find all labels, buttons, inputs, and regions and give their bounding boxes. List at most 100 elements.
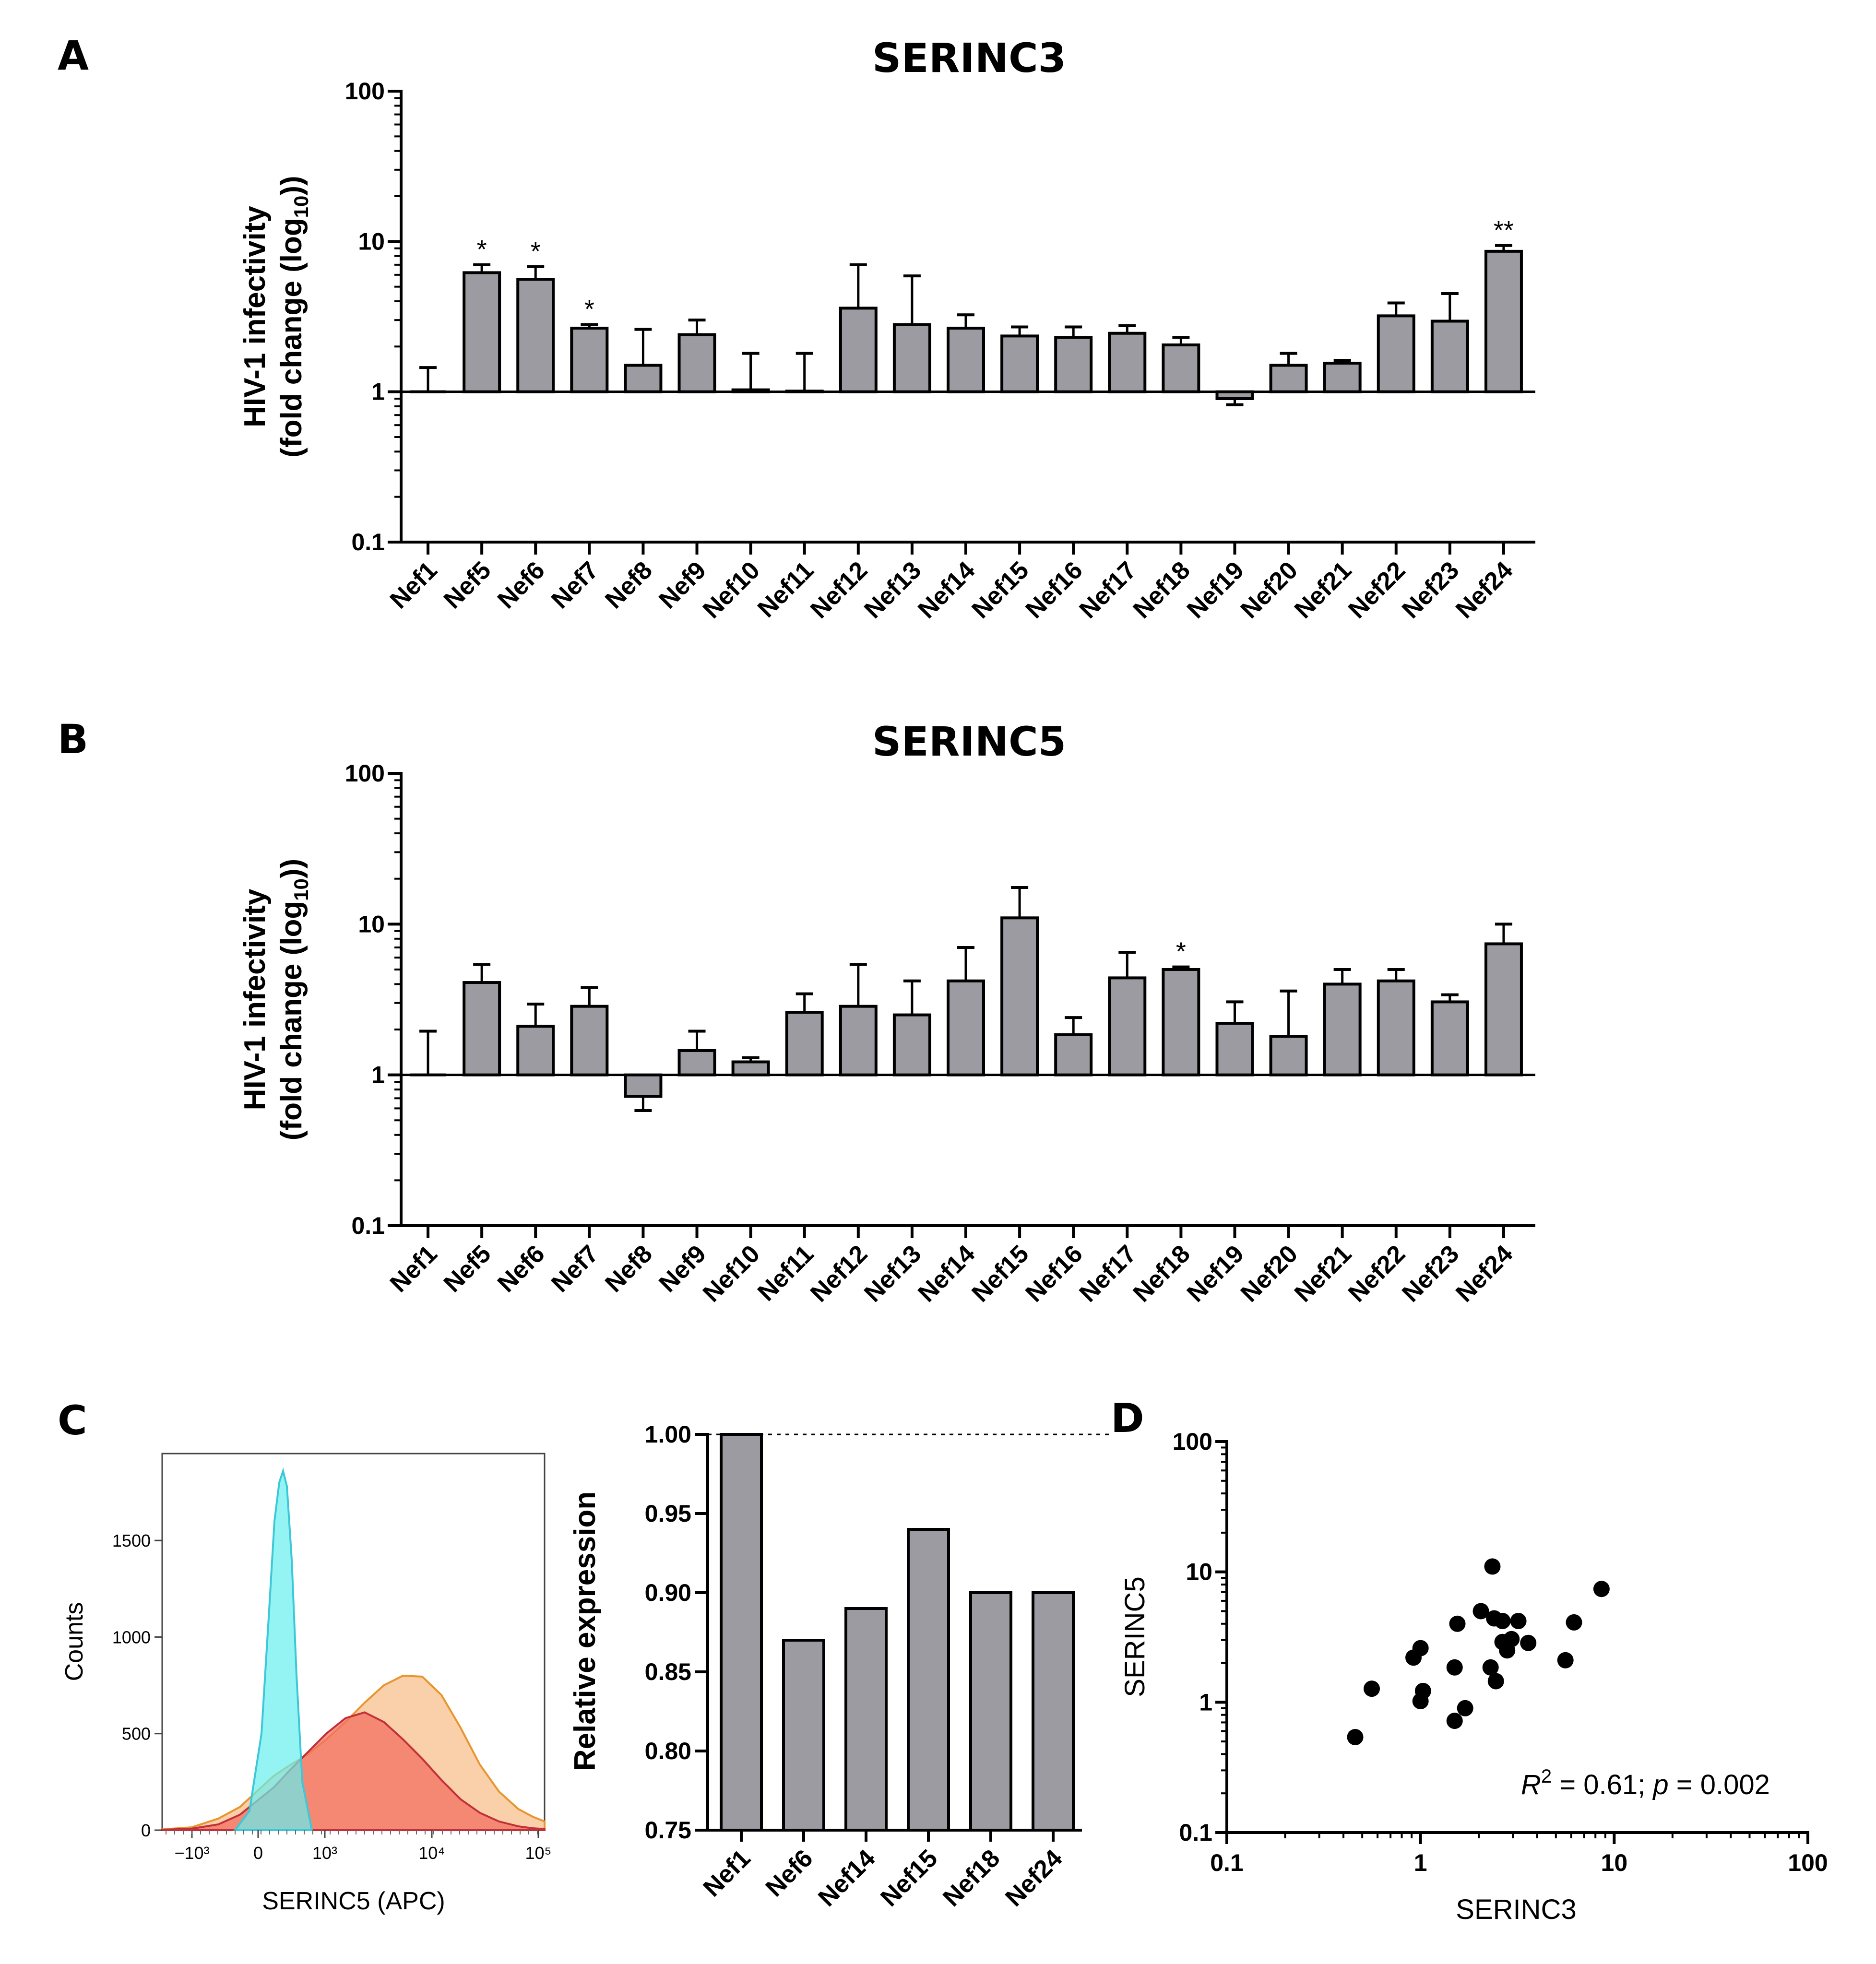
data-point (1484, 1558, 1501, 1575)
bar (782, 1639, 825, 1832)
x-tick-label: Nef20 (1235, 556, 1303, 624)
bar (1323, 362, 1362, 393)
significance-marker: * (531, 237, 541, 266)
y-tick-label: 0.80 (645, 1738, 691, 1764)
bar (839, 1005, 878, 1077)
y-tick-label: 1 (371, 1062, 385, 1088)
x-tick-label: Nef13 (859, 556, 926, 624)
bar (1269, 1035, 1308, 1077)
x-tick-label: Nef15 (966, 1240, 1034, 1307)
y-axis-label: SERINC5 (1119, 1576, 1151, 1697)
y-tick-label: 0.90 (645, 1579, 691, 1606)
y-tick-label: 100 (1173, 1428, 1212, 1455)
x-tick-label: Nef18 (938, 1844, 1005, 1912)
panel-a-chart: SERINC3 HIV-1 infectivity (fold change (lo… (238, 35, 1535, 624)
y-axis-label-text: (fold change (log (275, 218, 308, 457)
x-tick-label: 10⁴ (418, 1843, 445, 1863)
y-axis-label-line2: (fold change (log10)) (275, 859, 312, 1140)
x-tick-label: 10 (1601, 1849, 1628, 1876)
significance-marker: ** (1494, 216, 1514, 245)
bar (570, 1005, 609, 1077)
panel-label-b: B (58, 716, 88, 763)
y-axis-label: HIV-1 infectivity (fold change (log10)) (238, 859, 312, 1140)
x-tick-label: Nef17 (1074, 556, 1142, 624)
y-tick-label: 10 (358, 911, 385, 937)
data-point (1446, 1713, 1463, 1729)
x-tick-label: 0.1 (1210, 1849, 1244, 1876)
y-tick-label: 10 (1186, 1559, 1212, 1585)
x-tick-label: Nef11 (752, 556, 819, 623)
x-tick-label: Nef24 (1450, 1240, 1518, 1307)
x-tick-label: Nef12 (805, 556, 873, 624)
correlation-annotation: R2 = 0.61; p = 0.002 (1521, 1766, 1770, 1800)
panel-label-a: A (58, 32, 89, 79)
data-point (1457, 1700, 1473, 1716)
bar (1032, 1591, 1075, 1832)
x-tick-label: Nef16 (1021, 1240, 1088, 1307)
bar (969, 1591, 1012, 1832)
bar (1000, 334, 1039, 393)
panel-d-scatter: 0.1 1 10 100 0.1 1 10 100 SERINC3 SERINC5 R2 = 0.6… (1119, 1428, 1828, 1925)
data-point (1482, 1659, 1499, 1676)
x-tick-label: Nef7 (546, 556, 604, 614)
bar (1215, 1022, 1254, 1077)
x-tick-label: Nef12 (805, 1240, 873, 1307)
y-axis-label-close: )) (275, 176, 308, 195)
panel-label-d: D (1111, 1395, 1144, 1442)
x-tick-label: Nef10 (698, 1240, 765, 1307)
bar (516, 278, 555, 393)
y-axis-label-line1: HIV-1 infectivity (238, 206, 272, 427)
bar (1377, 979, 1415, 1077)
x-tick-label: Nef23 (1397, 1240, 1464, 1307)
bar (570, 327, 609, 393)
x-axis-label: SERINC3 (1456, 1894, 1576, 1925)
y-axis-label-close: )) (275, 859, 308, 878)
bar (720, 1433, 763, 1832)
bar (516, 1025, 555, 1077)
r-value: = 0.61; (1552, 1769, 1653, 1800)
x-tick-label: 1 (1414, 1849, 1427, 1876)
panel-c-flow-histogram: 0 500 1000 1500 −10³ 0 10³ 10⁴ 10⁵ SERINC5 (APC) C… (60, 1453, 551, 1915)
x-axis-label: SERINC5 (APC) (262, 1887, 445, 1915)
data-point (1347, 1729, 1364, 1746)
bar (1484, 249, 1523, 393)
x-tick-label: Nef7 (546, 1240, 604, 1298)
bar (839, 307, 878, 393)
x-tick-label: Nef19 (1182, 556, 1249, 624)
p-symbol: p (1652, 1769, 1668, 1800)
data-point (1446, 1659, 1463, 1676)
bar (463, 271, 501, 393)
bar (907, 1528, 950, 1832)
x-tick-label: Nef21 (1289, 1240, 1357, 1307)
x-tick-label: 0 (253, 1843, 263, 1863)
y-tick-label: 1 (1199, 1689, 1212, 1716)
significance-marker: * (584, 295, 594, 324)
bar (947, 327, 985, 393)
significance-marker: * (1176, 937, 1186, 966)
bar (1054, 1033, 1093, 1077)
data-point (1472, 1603, 1489, 1620)
x-tick-label: Nef24 (1450, 556, 1518, 624)
bar (1430, 319, 1469, 393)
data-point (1503, 1631, 1520, 1647)
bar (844, 1607, 888, 1832)
bar (1215, 390, 1254, 401)
x-tick-label: Nef14 (813, 1844, 880, 1912)
bar (1430, 1000, 1469, 1077)
panel-b-chart: SERINC5 HIV-1 infectivity (fold change (lo… (238, 718, 1535, 1308)
x-tick-label: Nef1 (385, 556, 443, 614)
bar (624, 1073, 663, 1098)
bar (1054, 336, 1093, 393)
data-point (1494, 1613, 1511, 1630)
data-point (1557, 1652, 1574, 1668)
y-axis-label-subscript: 10 (290, 196, 312, 218)
bar (892, 323, 931, 393)
x-tick-label: Nef13 (859, 1240, 926, 1307)
bar (892, 1013, 931, 1077)
data-point (1520, 1634, 1537, 1651)
y-tick-label: 500 (122, 1724, 151, 1744)
x-tick-label: Nef15 (875, 1844, 943, 1912)
x-tick-label: Nef6 (760, 1844, 819, 1902)
x-tick-label: Nef24 (1000, 1844, 1068, 1912)
